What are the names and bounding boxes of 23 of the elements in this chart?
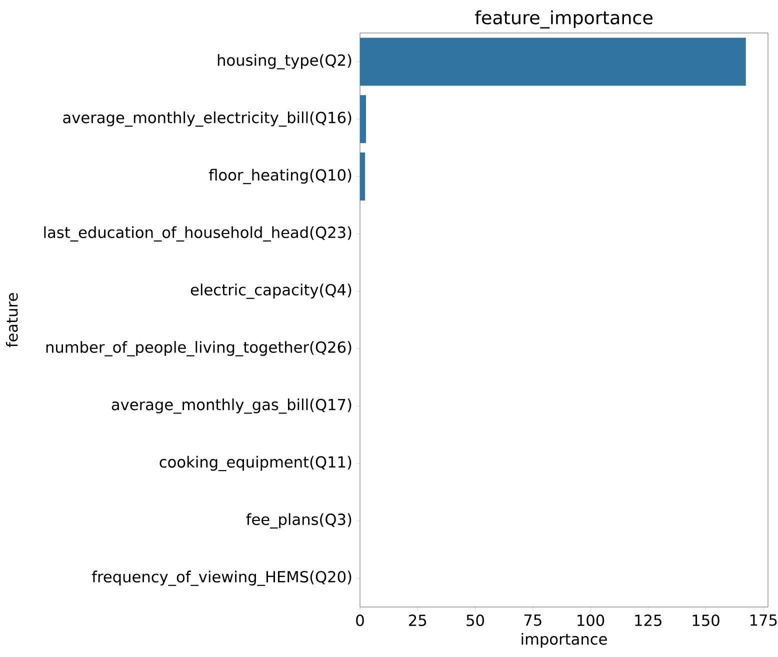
x-tick-label: 0 [356, 614, 364, 626]
x-tick-label: 25 [409, 614, 426, 626]
y-tick-label: housing_type(Q2) [218, 54, 352, 70]
x-tick-label: 175 [750, 614, 777, 626]
y-tick-label: last_education_of_household_head(Q23) [44, 226, 352, 242]
x-tick-label: 50 [466, 614, 484, 626]
bar [360, 38, 746, 86]
x-tick-label: 75 [524, 614, 542, 626]
x-tick-label: 100 [578, 614, 604, 626]
x-tick-label: 125 [635, 614, 662, 626]
y-tick-label: average_monthly_gas_bill(Q17) [112, 398, 352, 414]
y-tick-label: floor_heating(Q10) [208, 168, 352, 184]
y-tick-label: frequency_of_viewing_HEMS(Q20) [92, 570, 352, 586]
bar [360, 95, 366, 144]
chart-title: feature_importance [475, 10, 652, 28]
y-tick-label: cooking_equipment(Q11) [160, 456, 352, 472]
y-tick-label: fee_plans(Q3) [246, 513, 352, 529]
y-axis-title: feature [6, 293, 18, 348]
y-tick-label: number_of_people_living_together(Q26) [46, 341, 352, 356]
y-tick-label: average_monthly_electricity_bill(Q16) [63, 111, 352, 127]
y-tick-label: electric_capacity(Q4) [190, 284, 352, 299]
x-tick-label: 150 [692, 614, 720, 626]
x-axis-title: importance [522, 632, 607, 648]
